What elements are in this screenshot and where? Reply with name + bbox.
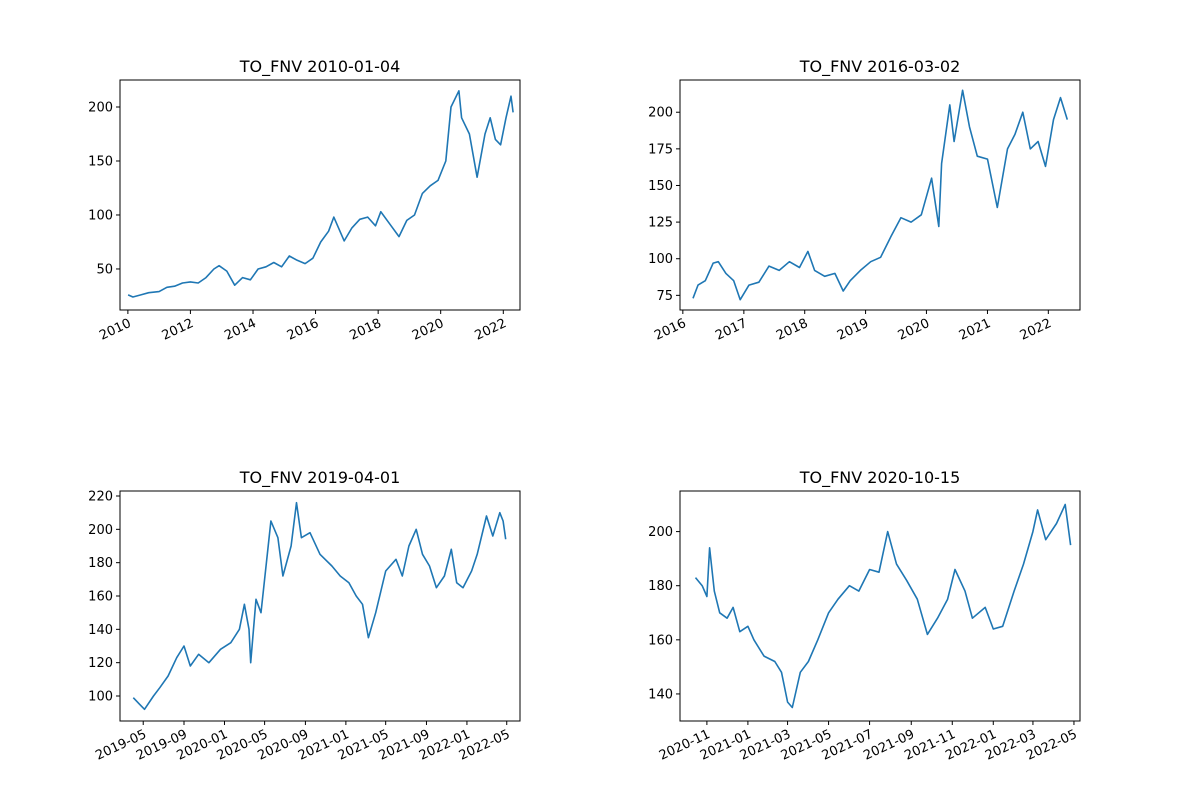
plot-frame [119, 490, 521, 722]
y-tick-label: 160 [88, 590, 113, 605]
y-tick-label: 75 [656, 289, 673, 304]
price-line [694, 503, 1072, 709]
y-tick-label: 100 [88, 690, 113, 705]
y-tick-label: 125 [648, 216, 673, 231]
x-tick-label: 2018 [348, 316, 384, 344]
price-line [127, 90, 514, 298]
chart-panel-4: TO_FNV 2020-10-15 1401601802002020-11202… [648, 468, 1081, 764]
y-tick-label: 150 [648, 179, 673, 194]
y-tick-label: 160 [648, 633, 673, 648]
price-line [132, 501, 507, 711]
x-tick-label: 2016 [652, 316, 688, 344]
y-tick-label: 200 [88, 523, 113, 538]
y-tick-label: 140 [648, 687, 673, 702]
y-tick-label: 120 [88, 656, 113, 671]
y-tick-label: 200 [648, 106, 673, 121]
chart-panel-1: TO_FNV 2010-01-04 50 100 150 200 2010 2012 201… [88, 57, 521, 344]
price-line [692, 89, 1069, 301]
x-tick-label: 2020 [896, 316, 932, 344]
tick-group: 75 100 125 150 175 200 2016 2017 2018 2019 2020 202… [648, 106, 1054, 344]
y-tick-label: 100 [648, 252, 673, 267]
plot-frame [679, 490, 1081, 722]
x-tick-label: 2016 [285, 316, 321, 344]
x-tick-label: 2022 [473, 316, 509, 344]
chart-title: TO_FNV 2020-10-15 [799, 468, 961, 488]
y-tick-label: 140 [88, 623, 113, 638]
y-tick-label: 200 [88, 100, 113, 115]
x-tick-label: 2012 [160, 316, 196, 344]
y-tick-label: 150 [88, 154, 113, 169]
y-tick-label: 180 [88, 556, 113, 571]
x-tick-label: 2022 [1018, 316, 1054, 344]
x-tick-label: 2018 [774, 316, 810, 344]
x-tick-label: 2017 [713, 316, 749, 344]
y-tick-label: 220 [88, 490, 113, 505]
y-tick-label: 200 [648, 525, 673, 540]
x-tick-label: 2014 [222, 316, 258, 344]
y-tick-label: 50 [96, 262, 113, 277]
x-tick-label: 2020 [410, 316, 446, 344]
tick-group: 50 100 150 200 2010 2012 2014 2016 2018 2020 2022 [88, 100, 509, 343]
x-tick-label: 2021 [957, 316, 993, 344]
y-tick-label: 175 [648, 142, 673, 157]
chart-panel-2: TO_FNV 2016-03-02 75 100 125 150 175 200 2016 2… [648, 57, 1081, 344]
y-tick-label: 100 [88, 208, 113, 223]
y-tick-label: 180 [648, 579, 673, 594]
chart-title: TO_FNV 2010-01-04 [239, 57, 401, 77]
plot-frame [679, 79, 1081, 311]
plot-frame [119, 79, 521, 311]
chart-panel-3: TO_FNV 2019-04-01 1001201401601802002202… [88, 468, 521, 764]
chart-title: TO_FNV 2019-04-01 [239, 468, 401, 488]
chart-title: TO_FNV 2016-03-02 [799, 57, 961, 77]
x-tick-label: 2019 [835, 316, 871, 344]
x-tick-label: 2010 [97, 316, 133, 344]
tick-group: 1401601802002020-112021-012021-032021-05… [648, 525, 1079, 763]
